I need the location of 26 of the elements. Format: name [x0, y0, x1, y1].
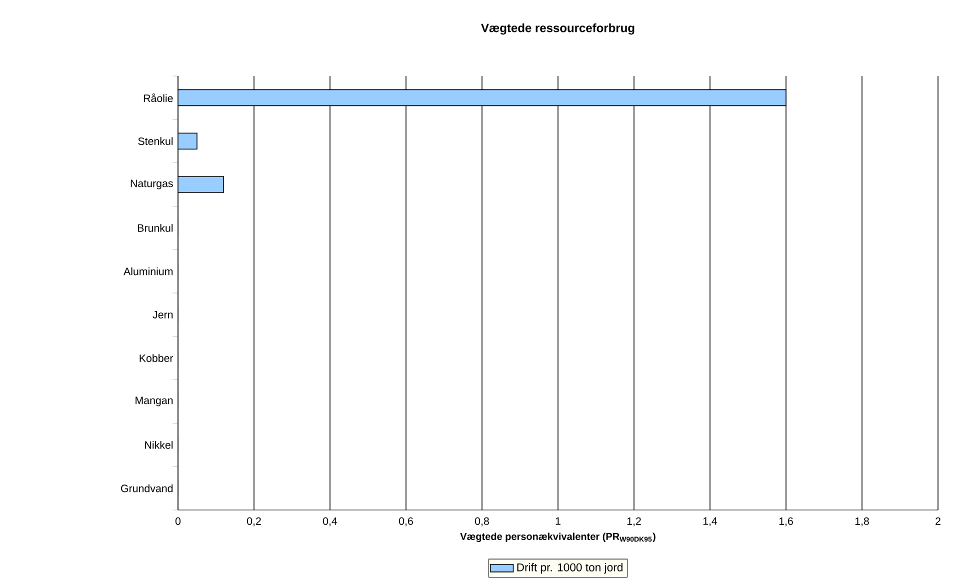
- y-tick-label: Nikkel: [145, 440, 173, 449]
- y-tick-label: Kobber: [140, 354, 174, 362]
- y-tick-label: Stenkul: [138, 137, 173, 146]
- x-tick-label: 1: [556, 517, 560, 525]
- x-tick-label: 0,8: [475, 517, 489, 526]
- y-tick-label: Råolie: [144, 93, 173, 102]
- x-tick-label: 1,6: [779, 517, 793, 526]
- x-tick-label: 1,2: [627, 517, 641, 526]
- chart-title: Vægtede ressourceforbrug: [481, 23, 634, 35]
- x-tick-label: 0,6: [399, 517, 413, 526]
- x-tick-label: 1,4: [703, 517, 718, 526]
- x-tick-label: 0,2: [247, 517, 261, 526]
- y-tick-label: Grundvand: [121, 484, 173, 492]
- legend-label: Drift pr. 1000 ton jord: [517, 563, 622, 574]
- y-tick-label: Jern: [152, 310, 173, 318]
- y-tick-label: Brunkul: [138, 224, 173, 232]
- x-axis-title: Vægtede personækvivalenter (PR$_{W90DK95}$): [460, 532, 656, 542]
- y-tick-label: Mangan: [136, 396, 173, 406]
- y-tick-label: Naturgas: [130, 180, 173, 190]
- y-tick-label: Aluminium: [124, 267, 173, 276]
- x-tick-label: 1,8: [855, 517, 869, 526]
- bar: [178, 89, 786, 106]
- x-tick-label: 2: [936, 517, 940, 525]
- bar: [178, 176, 224, 193]
- x-tick-label: 0,4: [323, 517, 338, 526]
- x-tick-label: 0: [175, 517, 181, 525]
